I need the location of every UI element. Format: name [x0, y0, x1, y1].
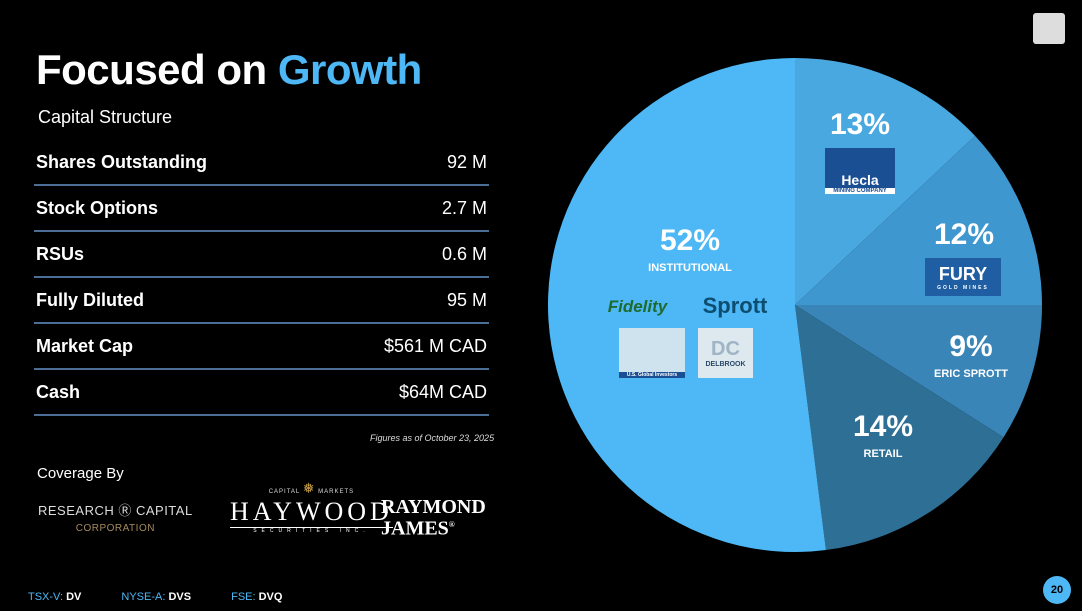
tickers: TSX-V: DV NYSE-A: DVS FSE: DVQ: [28, 591, 282, 603]
table-row: Cash $64M CAD: [34, 370, 489, 416]
row-value: 0.6 M: [441, 243, 487, 264]
table-row: Fully Diluted 95 M: [34, 278, 489, 324]
row-label: RSUs: [36, 243, 85, 264]
table-row: RSUs 0.6 M: [34, 232, 489, 278]
fury-logo: FURY GOLD MINES: [925, 258, 1001, 296]
exchange: TSX-V:: [28, 591, 64, 603]
row-value: 92 M: [446, 151, 487, 172]
page-title: Focused on Growth: [36, 46, 422, 94]
table-row: Shares Outstanding 92 M: [34, 140, 489, 186]
company-logo: [1033, 13, 1065, 44]
slice-label-eric-sprott: 9% ERIC SPROTT: [934, 330, 1008, 380]
row-value: 2.7 M: [441, 197, 487, 218]
haywood-logo: CAPITAL ❅ MARKETS HAYWOOD SECURITIES INC.: [230, 480, 393, 534]
pie-slice-2: [795, 305, 1042, 438]
us-global-investors-logo: U.S. Global Investors: [619, 328, 685, 378]
symbol: DVQ: [258, 591, 283, 603]
row-value: $561 M CAD: [383, 335, 487, 356]
fidelity-logo: Fidelity: [607, 297, 668, 316]
research-capital-logo: RESEARCH Ⓡ CAPITAL CORPORATION: [38, 503, 193, 534]
title-text: Focused on: [36, 46, 278, 93]
slice-label-fury: 12%: [933, 218, 995, 251]
row-value: $64M CAD: [398, 381, 487, 402]
page-number: 20: [1043, 576, 1071, 604]
slice-label-hecla: 13%: [829, 108, 891, 141]
figures-note: Figures as of October 23, 2025: [370, 433, 495, 443]
sprott-logo: Sprott: [702, 293, 768, 318]
ticker: NYSE-A: DVS: [121, 591, 191, 603]
title-accent: Growth: [277, 46, 422, 93]
table-row: Market Cap $561 M CAD: [34, 324, 489, 370]
ticker: FSE: DVQ: [231, 591, 282, 603]
coverage-label: Coverage By: [37, 465, 124, 482]
exchange: NYSE-A:: [121, 591, 166, 603]
row-label: Market Cap: [36, 335, 134, 356]
row-label: Fully Diluted: [36, 289, 144, 310]
ticker: TSX-V: DV: [28, 591, 81, 603]
exchange: FSE:: [231, 591, 256, 603]
row-label: Shares Outstanding: [36, 151, 208, 172]
delbrook-logo: DC DELBROOK: [698, 328, 753, 378]
slice-label-institutional: 52% INSTITUTIONAL: [648, 224, 732, 274]
capital-structure-table: Shares Outstanding 92 M Stock Options 2.7 M…: [34, 140, 489, 416]
pie-slice-4: [548, 57, 826, 553]
hecla-logo: Hecla MINING COMPANY: [825, 148, 895, 194]
symbol: DV: [66, 591, 82, 603]
symbol: DVS: [168, 591, 192, 603]
row-value: 95 M: [446, 289, 487, 310]
row-label: Cash: [36, 381, 81, 402]
table-row: Stock Options 2.7 M: [34, 186, 489, 232]
row-label: Stock Options: [36, 197, 159, 218]
subtitle: Capital Structure: [38, 107, 173, 127]
pie-slice-3: [795, 305, 1004, 551]
slice-label-retail: 14% RETAIL: [852, 410, 914, 460]
raymond-james-logo: RAYMOND JAMES®: [381, 496, 486, 540]
